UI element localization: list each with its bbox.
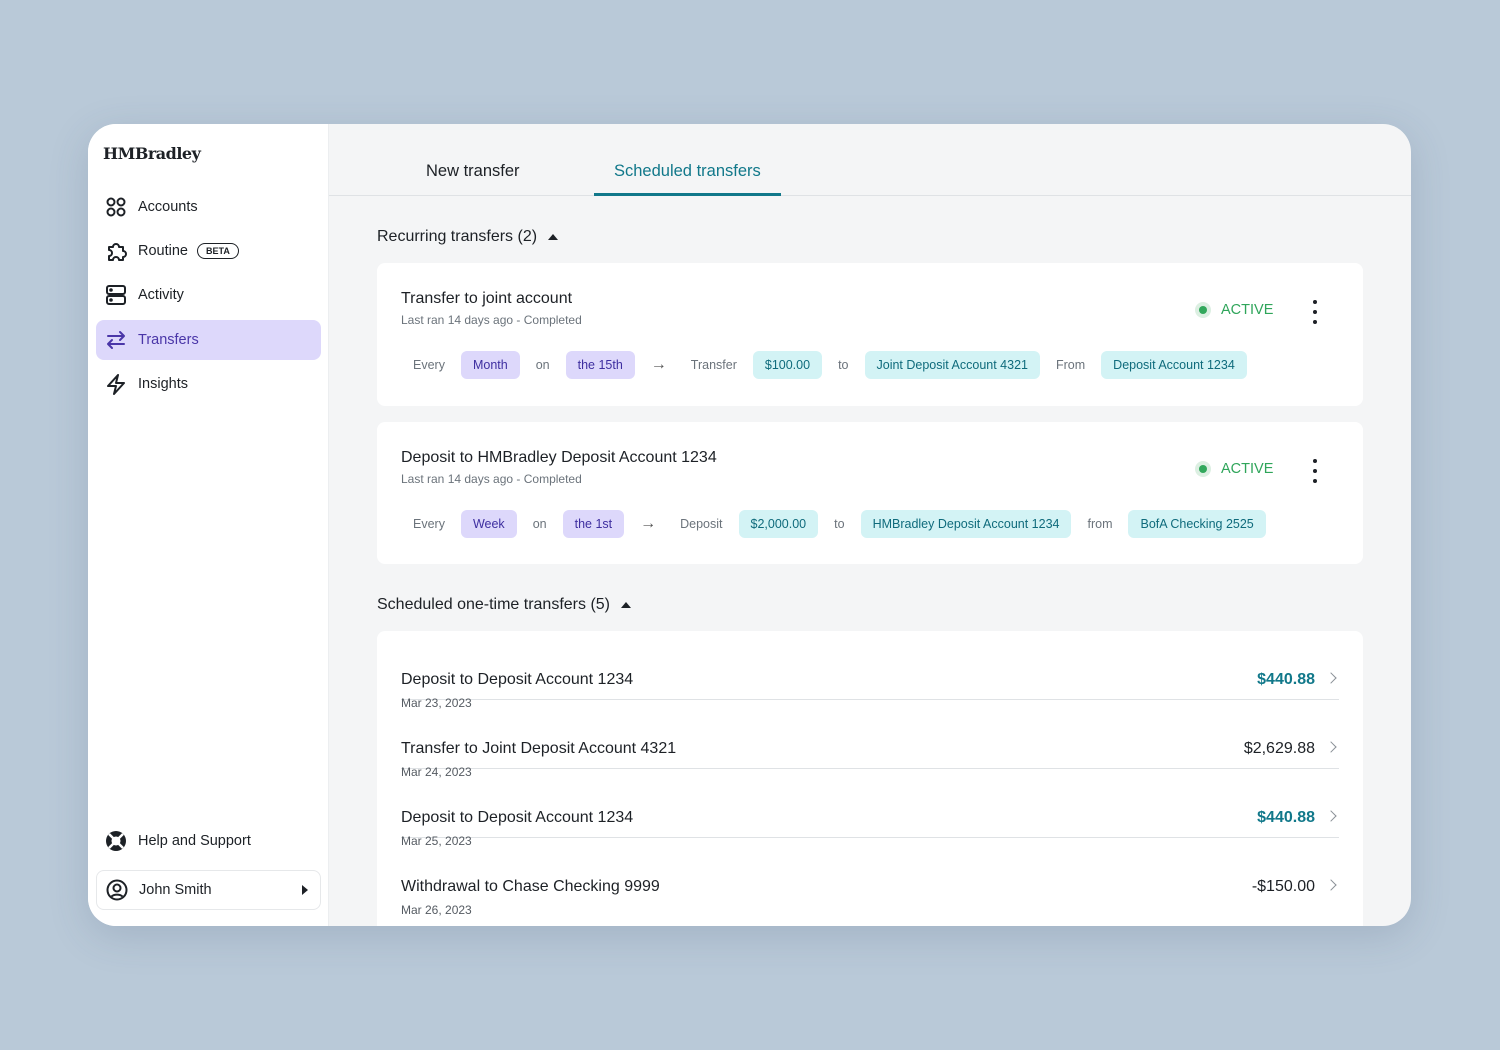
status-badge: ACTIVE bbox=[1195, 302, 1273, 318]
transfer-date: Mar 25, 2023 bbox=[401, 834, 472, 848]
schedule-word: Deposit bbox=[680, 517, 723, 531]
chevron-right-icon bbox=[1325, 741, 1337, 753]
schedule-chip[interactable]: BofA Checking 2525 bbox=[1128, 510, 1266, 538]
schedule-word: Every bbox=[413, 517, 445, 531]
chevron-right-icon bbox=[1325, 879, 1337, 891]
transfer-last-run: Last ran 14 days ago - Completed bbox=[401, 472, 582, 486]
lifebuoy-icon bbox=[106, 831, 126, 851]
caret-right-icon bbox=[302, 885, 308, 895]
schedule-word: From bbox=[1056, 358, 1086, 372]
transfer-date: Mar 23, 2023 bbox=[401, 696, 472, 710]
schedule-chip[interactable]: Month bbox=[460, 351, 520, 379]
status-dot-icon bbox=[1195, 461, 1211, 477]
schedule-word: to bbox=[838, 358, 849, 372]
status-label: ACTIVE bbox=[1221, 302, 1274, 318]
transfer-amount: -$150.00 bbox=[1251, 878, 1315, 895]
schedule-word: Every bbox=[413, 358, 445, 372]
schedule-chip[interactable]: $2,000.00 bbox=[738, 510, 819, 538]
lightning-icon bbox=[107, 374, 125, 395]
sidebar: HMBradley Accounts Routine BETA Activity… bbox=[88, 124, 329, 926]
sidebar-item-activity[interactable]: Activity bbox=[96, 275, 321, 315]
transfer-last-run: Last ran 14 days ago - Completed bbox=[401, 313, 582, 327]
more-options-icon[interactable] bbox=[1305, 459, 1325, 483]
recurring-transfer-card: Transfer to joint account Last ran 14 day… bbox=[377, 263, 1363, 406]
tab-bar: New transfer Scheduled transfers bbox=[329, 124, 1411, 196]
transfer-date: Mar 24, 2023 bbox=[401, 765, 472, 779]
schedule-word: on bbox=[535, 358, 550, 372]
chevron-right-icon bbox=[1325, 672, 1337, 684]
more-options-icon[interactable] bbox=[1305, 300, 1325, 324]
section-title: Scheduled one-time transfers (5) bbox=[377, 596, 610, 613]
schedule-word: on bbox=[532, 517, 547, 531]
transfer-title: Transfer to joint account bbox=[401, 290, 573, 307]
list-item[interactable]: Deposit to Deposit Account 1234 Mar 25, 2… bbox=[401, 769, 1339, 848]
list-item[interactable]: Transfer to Joint Deposit Account 4321 Ma… bbox=[401, 700, 1339, 779]
chevron-right-icon bbox=[1325, 810, 1337, 822]
schedule-word: Transfer bbox=[690, 358, 737, 372]
tab-new-transfer[interactable]: New transfer bbox=[426, 162, 520, 180]
caret-up-icon bbox=[621, 602, 631, 608]
server-icon bbox=[106, 285, 126, 305]
sidebar-item-label: Transfers bbox=[138, 332, 199, 348]
grid-icon bbox=[106, 197, 126, 217]
schedule-word: to bbox=[834, 517, 845, 531]
help-and-support-link[interactable]: Help and Support bbox=[96, 821, 321, 861]
schedule-row: Every Week on the 1st → Deposit $2,000.00 to HMB… bbox=[401, 510, 1270, 538]
onetime-transfers-list: Deposit to Deposit Account 1234 Mar 23, 2… bbox=[377, 631, 1363, 926]
schedule-chip[interactable]: the 1st bbox=[562, 510, 625, 538]
transfer-title: Deposit to HMBradley Deposit Account 123… bbox=[401, 449, 717, 466]
sidebar-item-insights[interactable]: Insights bbox=[96, 364, 321, 404]
schedule-chip[interactable]: $100.00 bbox=[752, 351, 823, 379]
transfer-amount: $2,629.88 bbox=[1243, 740, 1315, 757]
status-label: ACTIVE bbox=[1221, 461, 1274, 477]
arrows-icon bbox=[107, 331, 125, 349]
onetime-section-toggle[interactable]: Scheduled one-time transfers (5) bbox=[377, 596, 631, 614]
transfer-date: Mar 26, 2023 bbox=[401, 903, 472, 917]
tab-scheduled-transfers[interactable]: Scheduled transfers bbox=[594, 162, 781, 196]
schedule-row: Every Month on the 15th → Transfer $100.00 to Jo… bbox=[401, 351, 1251, 379]
list-item[interactable]: Withdrawal to Chase Checking 9999 Mar 26,… bbox=[401, 838, 1339, 917]
schedule-word: from bbox=[1087, 517, 1113, 531]
caret-up-icon bbox=[548, 234, 559, 240]
transfer-amount: $440.88 bbox=[1257, 671, 1315, 688]
list-item[interactable]: Deposit to Deposit Account 1234 Mar 23, 2… bbox=[401, 631, 1339, 710]
schedule-chip[interactable]: Deposit Account 1234 bbox=[1101, 351, 1247, 379]
sidebar-item-label: Accounts bbox=[138, 199, 198, 215]
transfer-amount: $440.88 bbox=[1257, 809, 1315, 826]
transfer-name: Transfer to Joint Deposit Account 4321 bbox=[401, 740, 677, 757]
schedule-chip[interactable]: Week bbox=[460, 510, 517, 538]
app-window: HMBradley Accounts Routine BETA Activity… bbox=[88, 124, 1411, 926]
recurring-transfer-card: Deposit to HMBradley Deposit Account 123… bbox=[377, 422, 1363, 564]
schedule-chip[interactable]: Joint Deposit Account 4321 bbox=[864, 351, 1040, 379]
arrow-right-icon: → bbox=[650, 356, 667, 373]
recurring-section-toggle[interactable]: Recurring transfers (2) bbox=[377, 228, 559, 246]
user-menu[interactable]: John Smith bbox=[96, 870, 321, 910]
sidebar-item-routine[interactable]: Routine BETA bbox=[96, 231, 321, 271]
arrow-right-icon: → bbox=[640, 515, 657, 532]
puzzle-icon bbox=[108, 243, 127, 261]
beta-badge: BETA bbox=[196, 243, 239, 259]
schedule-chip[interactable]: HMBradley Deposit Account 1234 bbox=[860, 510, 1072, 538]
sidebar-item-label: Activity bbox=[138, 287, 184, 303]
sidebar-item-transfers[interactable]: Transfers bbox=[96, 320, 321, 360]
help-label: Help and Support bbox=[138, 833, 251, 849]
transfer-name: Withdrawal to Chase Checking 9999 bbox=[401, 878, 660, 895]
user-avatar-icon bbox=[106, 879, 128, 901]
transfer-name: Deposit to Deposit Account 1234 bbox=[401, 809, 634, 826]
logo: HMBradley bbox=[103, 144, 201, 163]
sidebar-item-label: Insights bbox=[138, 376, 188, 392]
status-dot-icon bbox=[1195, 302, 1211, 318]
user-name: John Smith bbox=[139, 882, 212, 898]
section-title: Recurring transfers (2) bbox=[377, 228, 538, 245]
transfer-name: Deposit to Deposit Account 1234 bbox=[401, 671, 634, 688]
sidebar-item-label: Routine bbox=[138, 243, 188, 259]
schedule-chip[interactable]: the 15th bbox=[565, 351, 635, 379]
status-badge: ACTIVE bbox=[1195, 461, 1273, 477]
sidebar-item-accounts[interactable]: Accounts bbox=[96, 187, 321, 227]
